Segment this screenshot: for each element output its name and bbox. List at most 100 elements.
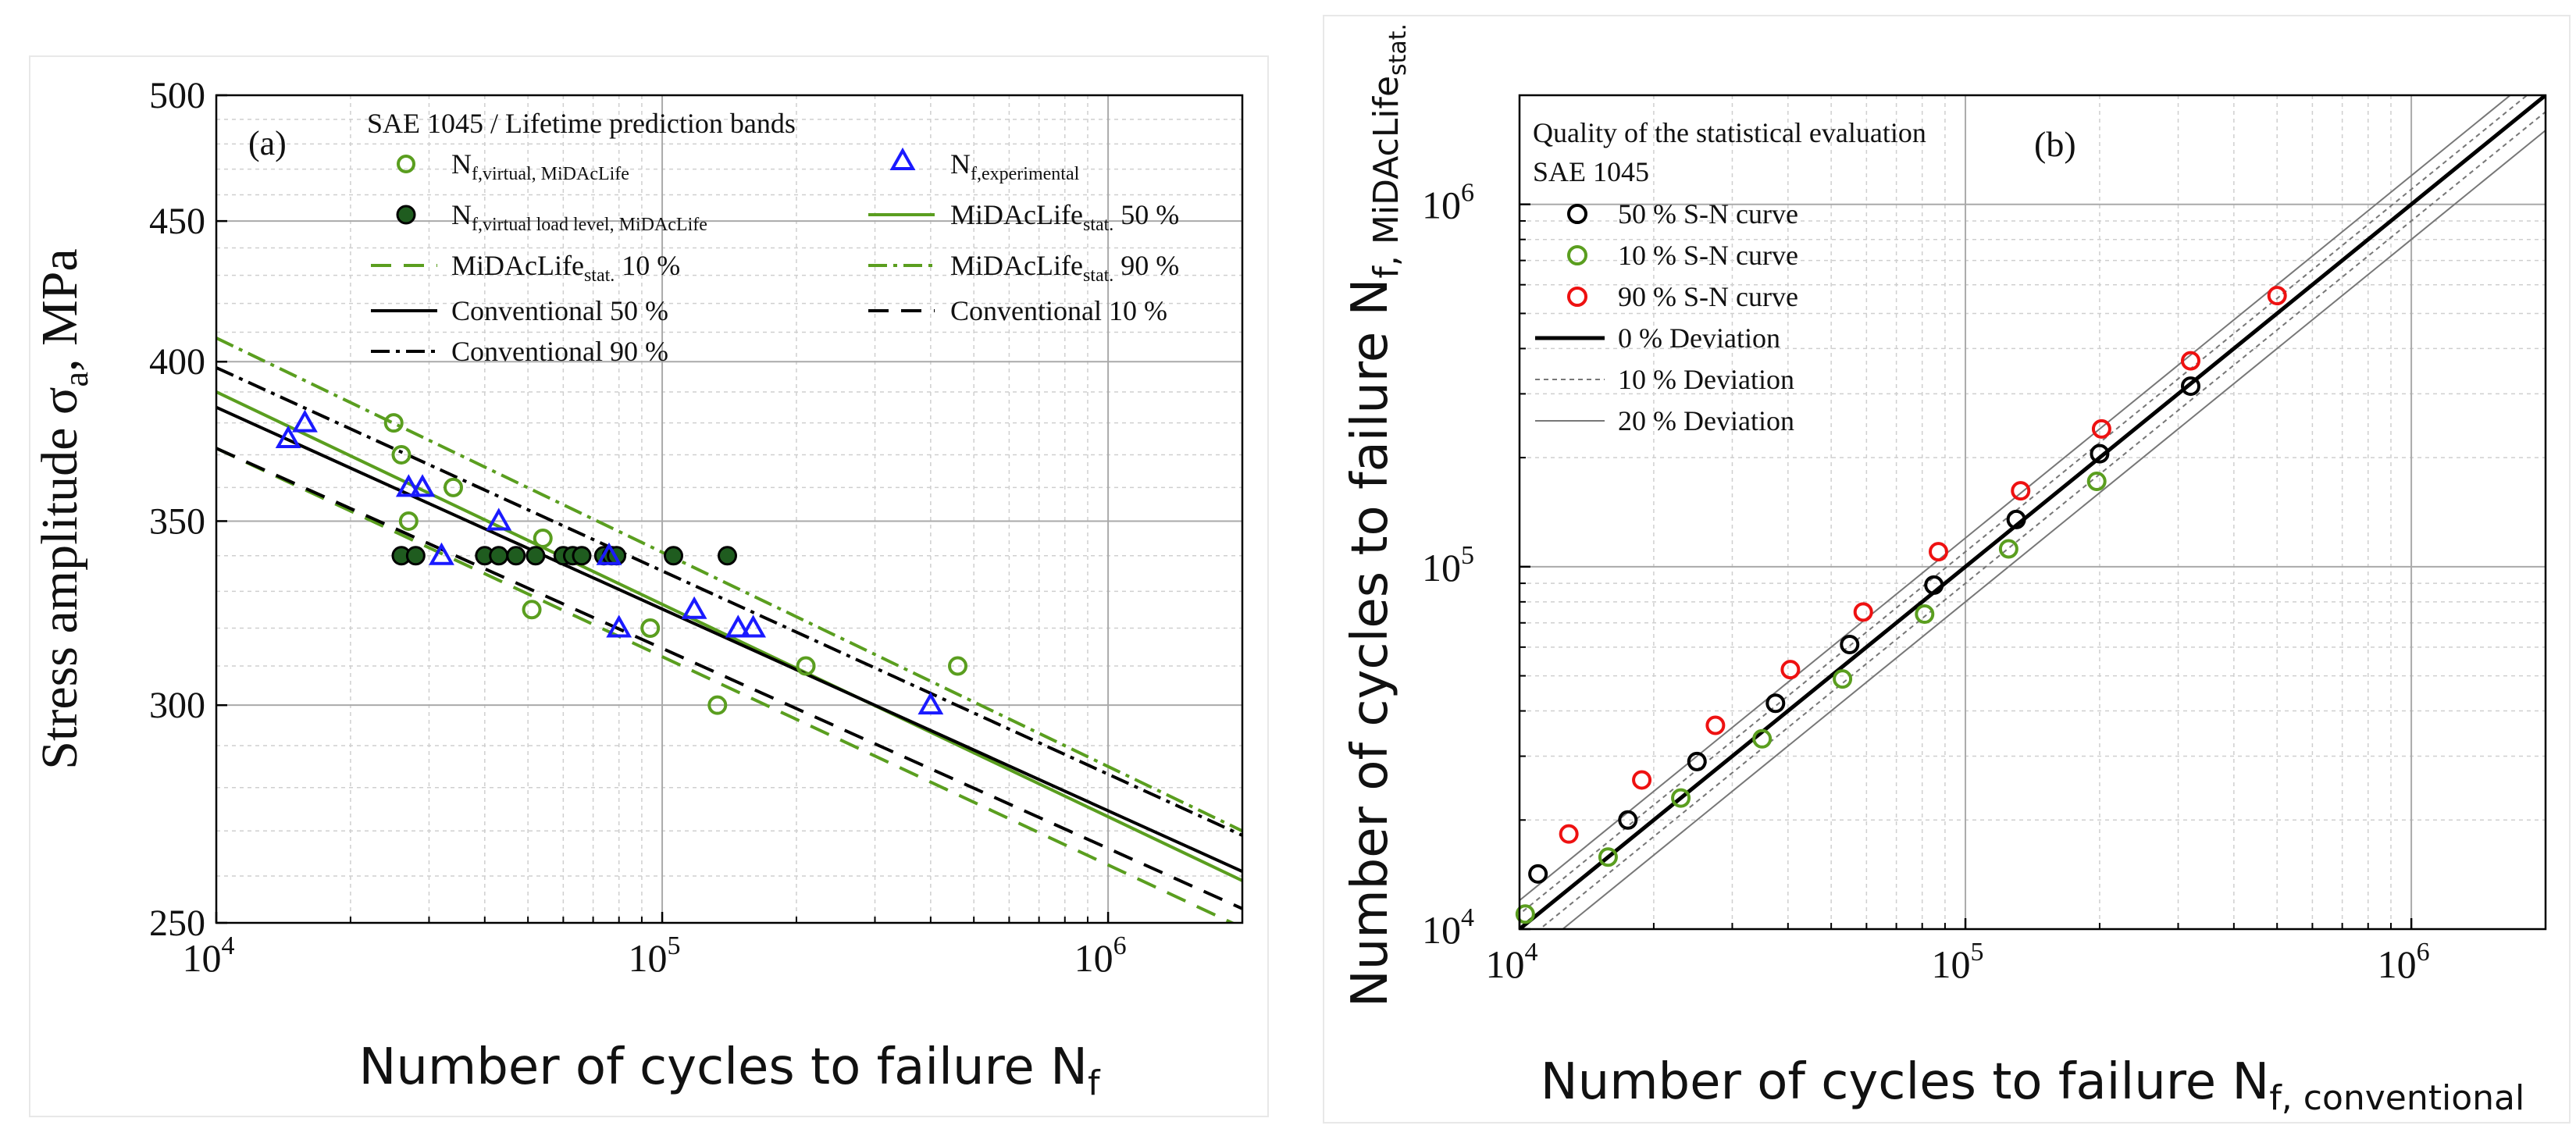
chart-a-ylabel: Stress amplitude σa, MPa xyxy=(31,248,95,769)
data-point-a-s1 xyxy=(663,546,683,566)
deviation-20-line xyxy=(1520,95,2512,902)
legend-label-conv-90: Conventional 90 % xyxy=(451,336,668,367)
data-point-b-s2 xyxy=(2011,481,2031,501)
fit-line-4 xyxy=(216,366,1242,837)
data-point-a-s0 xyxy=(398,511,419,531)
chart-b: 104 105 106 104 105 106 (b) Quality of the st… xyxy=(1341,23,2547,1118)
legend-marker-50-sn xyxy=(1567,204,1587,224)
data-point-b-s2 xyxy=(1705,715,1726,735)
data-point-a-s2 xyxy=(395,474,422,497)
data-point-a-s2 xyxy=(740,614,767,638)
x-tick-label: 104 xyxy=(183,931,235,980)
data-point-b-s1 xyxy=(1752,728,1773,749)
data-point-b-s0 xyxy=(1924,575,1944,595)
legend-marker-experimental xyxy=(889,147,916,170)
data-point-a-s2 xyxy=(275,425,301,448)
data-point-b-s0 xyxy=(1618,810,1638,830)
chart-a-xlabel: Number of cycles to failure Nf xyxy=(358,1038,1101,1103)
chart-a-data-points xyxy=(275,409,968,715)
chart-a-legend-title: SAE 1045 / Lifetime prediction bands xyxy=(367,108,796,139)
chart-b-ylabel: Number of cycles to failure Nf, MiDAcLif… xyxy=(1341,23,1412,1007)
data-point-b-s0 xyxy=(2181,376,2201,397)
x-tick-label: 105 xyxy=(629,931,681,980)
chart-b-plot-frame xyxy=(1518,94,2547,931)
fit-line-3 xyxy=(216,405,1242,873)
legend-marker-10-sn xyxy=(1567,245,1587,265)
chart-b-deviation-lines xyxy=(1520,95,2546,929)
panel-a-frame xyxy=(29,55,1269,1117)
data-point-a-s0 xyxy=(707,695,728,715)
data-point-a-s0 xyxy=(522,600,542,620)
y-tick-label: 106 xyxy=(1422,179,1474,227)
data-point-b-s0 xyxy=(1840,634,1860,654)
chart-a-panel-label: (a) xyxy=(248,124,287,162)
legend-label-10-sn: 10 % S-N curve xyxy=(1618,240,1798,271)
data-point-b-s2 xyxy=(1780,660,1801,680)
chart-b-ticks: 104 105 106 104 105 106 xyxy=(1422,94,2546,986)
x-tick-label: 106 xyxy=(1074,931,1127,980)
data-point-a-s2 xyxy=(429,542,454,565)
data-point-b-s0 xyxy=(2090,443,2110,464)
data-point-b-s2 xyxy=(2091,418,2111,439)
y-tick-label: 450 xyxy=(149,201,205,242)
data-point-a-s2 xyxy=(486,507,512,531)
legend-label-midac-90: MiDAcLifestat. 90 % xyxy=(950,250,1179,286)
data-point-a-s2 xyxy=(292,409,318,433)
chart-a-ticks: 104 105 106 250 300 350 400 450 500 xyxy=(149,75,1243,980)
y-tick-label: 400 xyxy=(149,341,205,383)
chart-b-legend-subtitle: SAE 1045 xyxy=(1533,156,1649,187)
legend-marker-virtual xyxy=(397,155,415,173)
legend-label-10-dev: 10 % Deviation xyxy=(1618,364,1794,395)
legend-label-virtual: Nf,virtual, MiDAcLife xyxy=(451,148,629,184)
data-point-a-s0 xyxy=(444,477,464,497)
data-point-a-s1 xyxy=(572,546,592,566)
y-tick-label: 300 xyxy=(149,685,205,726)
chart-a: 104 105 106 250 300 350 400 450 500 (a) SAE 1045… xyxy=(31,75,1244,1103)
legend-label-midac-50: MiDAcLifestat. 50 % xyxy=(950,199,1179,235)
x-tick-label: 106 xyxy=(2378,938,2430,986)
legend-label-conv-50: Conventional 50 % xyxy=(451,295,668,326)
legend-marker-virtual-load-level xyxy=(396,205,416,225)
fit-line-2 xyxy=(216,337,1242,833)
deviation-10-line xyxy=(1538,110,2546,929)
x-tick-label: 105 xyxy=(1932,938,1984,986)
data-point-b-s2 xyxy=(1559,824,1579,844)
legend-label-50-sn: 50 % S-N curve xyxy=(1618,198,1798,230)
fit-line-1 xyxy=(216,447,1236,923)
data-point-b-s0 xyxy=(1528,864,1548,884)
legend-label-midac-10: MiDAcLifestat. 10 % xyxy=(451,250,680,286)
data-point-b-s1 xyxy=(1833,669,1853,689)
legend-label-experimental: Nf,experimental xyxy=(950,148,1080,184)
y-tick-label: 350 xyxy=(149,500,205,542)
deviation-20-line xyxy=(1561,129,2546,929)
data-point-a-s1 xyxy=(526,546,546,566)
data-point-b-s0 xyxy=(1687,751,1707,771)
data-point-a-s0 xyxy=(391,444,412,465)
data-point-b-s2 xyxy=(2181,351,2201,371)
y-tick-label: 250 xyxy=(149,903,205,944)
data-point-b-s2 xyxy=(2267,286,2287,306)
chart-b-xlabel: Number of cycles to failure Nf, conventi… xyxy=(1541,1053,2524,1118)
data-point-a-s1 xyxy=(717,546,737,566)
data-point-b-s1 xyxy=(1515,904,1535,924)
data-point-a-s1 xyxy=(489,546,509,566)
data-point-b-s0 xyxy=(1765,693,1786,714)
data-point-b-s1 xyxy=(1915,604,1935,625)
legend-label-0-dev: 0 % Deviation xyxy=(1618,322,1780,354)
data-point-b-s2 xyxy=(1929,542,1949,562)
data-point-a-s0 xyxy=(383,413,404,433)
data-point-b-s1 xyxy=(2086,472,2107,492)
chart-b-legend: 50 % S-N curve 10 % S-N curve 90 % S-N c… xyxy=(1535,198,1798,436)
data-point-a-s2 xyxy=(596,542,622,565)
panel-b-frame xyxy=(1323,15,2571,1124)
data-point-b-s1 xyxy=(1998,539,2018,559)
data-point-a-s2 xyxy=(409,474,436,497)
data-point-b-s2 xyxy=(1632,770,1652,790)
legend-label-virtual-load-level: Nf,virtual load level, MiDAcLife xyxy=(451,199,707,235)
chart-b-data-points xyxy=(1515,286,2287,924)
chart-b-legend-title: Quality of the statistical evaluation xyxy=(1533,117,1926,148)
data-point-b-s1 xyxy=(1598,847,1618,867)
x-tick-label: 104 xyxy=(1486,938,1538,986)
data-point-b-s0 xyxy=(2006,509,2026,529)
